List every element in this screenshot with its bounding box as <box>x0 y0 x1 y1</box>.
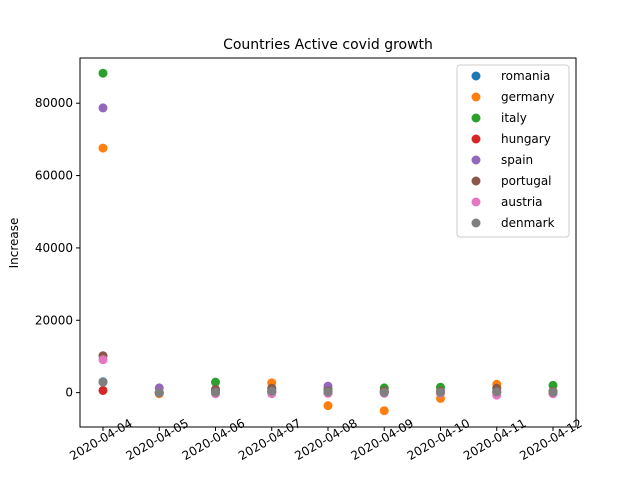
y-axis: 0 20000 40000 60000 80000 <box>35 96 80 400</box>
y-tick-label: 60000 <box>35 169 73 183</box>
x-tick-label: 2020-04-07 <box>236 416 303 463</box>
data-point <box>98 68 108 78</box>
x-tick-label: 2020-04-05 <box>124 416 191 463</box>
legend-marker <box>471 71 481 81</box>
legend-label: portugal <box>501 174 552 188</box>
legend-label: germany <box>501 90 554 104</box>
legend-label: denmark <box>501 216 555 230</box>
y-tick-label: 80000 <box>35 96 73 110</box>
y-tick-label: 20000 <box>35 313 73 327</box>
legend-label: romania <box>501 69 550 83</box>
legend-marker <box>471 176 481 186</box>
legend-marker <box>471 155 481 165</box>
data-points <box>98 68 558 416</box>
chart-title: Countries Active covid growth <box>223 37 433 53</box>
x-tick-label: 2020-04-08 <box>292 416 359 463</box>
data-point <box>154 388 164 398</box>
legend-marker <box>471 197 481 207</box>
y-axis-label: Increase <box>7 218 21 269</box>
data-point <box>267 386 277 396</box>
legend-label: italy <box>501 111 527 125</box>
legend-marker <box>471 113 481 123</box>
x-tick-label: 2020-04-06 <box>180 416 247 463</box>
data-point <box>548 380 558 390</box>
legend-label: austria <box>501 195 543 209</box>
data-point <box>548 387 558 397</box>
legend-box <box>456 64 570 238</box>
x-axis: 2020-04-042020-04-052020-04-062020-04-07… <box>67 416 584 463</box>
x-tick-label: 2020-04-11 <box>461 416 528 463</box>
legend-marker <box>471 92 481 102</box>
x-tick-label: 2020-04-04 <box>67 416 134 463</box>
legend-marker <box>471 218 481 228</box>
data-point <box>436 387 445 397</box>
data-point <box>379 387 389 397</box>
legend: romania germany italy hungary spain portugal a… <box>456 64 570 238</box>
data-point <box>98 385 108 395</box>
data-point <box>98 103 108 113</box>
data-point <box>323 387 333 397</box>
data-point <box>211 377 220 387</box>
data-point <box>379 406 389 416</box>
y-tick-label: 40000 <box>35 241 73 255</box>
legend-label: spain <box>501 153 533 167</box>
x-tick-label: 2020-04-09 <box>349 416 416 463</box>
x-tick-label: 2020-04-12 <box>517 416 584 463</box>
data-point <box>323 401 333 411</box>
x-tick-label: 2020-04-10 <box>405 416 472 463</box>
series-denmark <box>98 377 558 398</box>
data-point <box>98 355 108 365</box>
data-point <box>98 377 108 387</box>
legend-marker <box>471 134 481 144</box>
data-point <box>492 387 502 397</box>
data-point <box>98 143 108 153</box>
data-point <box>211 387 220 397</box>
y-tick-label: 0 <box>65 386 73 400</box>
legend-label: hungary <box>501 132 551 146</box>
